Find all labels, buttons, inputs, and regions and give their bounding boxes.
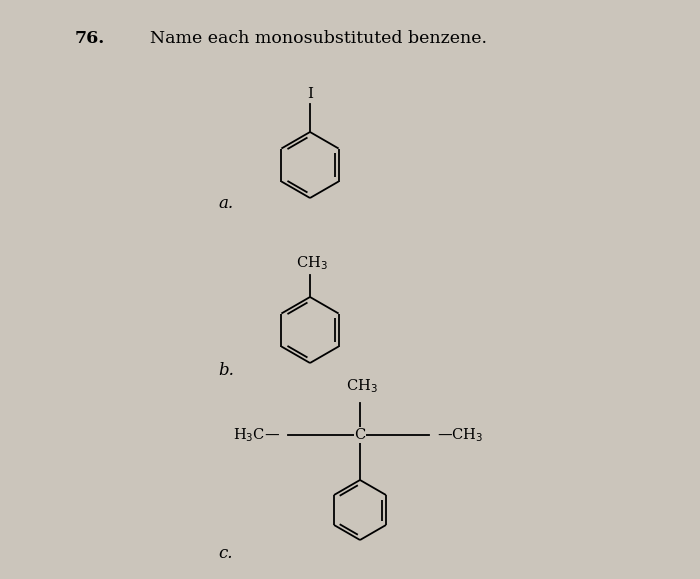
Text: C: C (354, 428, 365, 442)
Text: a.: a. (218, 195, 233, 212)
Text: 76.: 76. (75, 30, 105, 47)
Text: Name each monosubstituted benzene.: Name each monosubstituted benzene. (150, 30, 487, 47)
Text: —CH$_3$: —CH$_3$ (437, 426, 484, 444)
Text: H$_3$C—: H$_3$C— (233, 426, 280, 444)
Text: CH$_3$: CH$_3$ (296, 254, 328, 272)
Text: b.: b. (218, 362, 234, 379)
Text: c.: c. (218, 545, 232, 562)
Text: CH$_3$: CH$_3$ (346, 378, 378, 395)
Text: I: I (307, 87, 313, 101)
